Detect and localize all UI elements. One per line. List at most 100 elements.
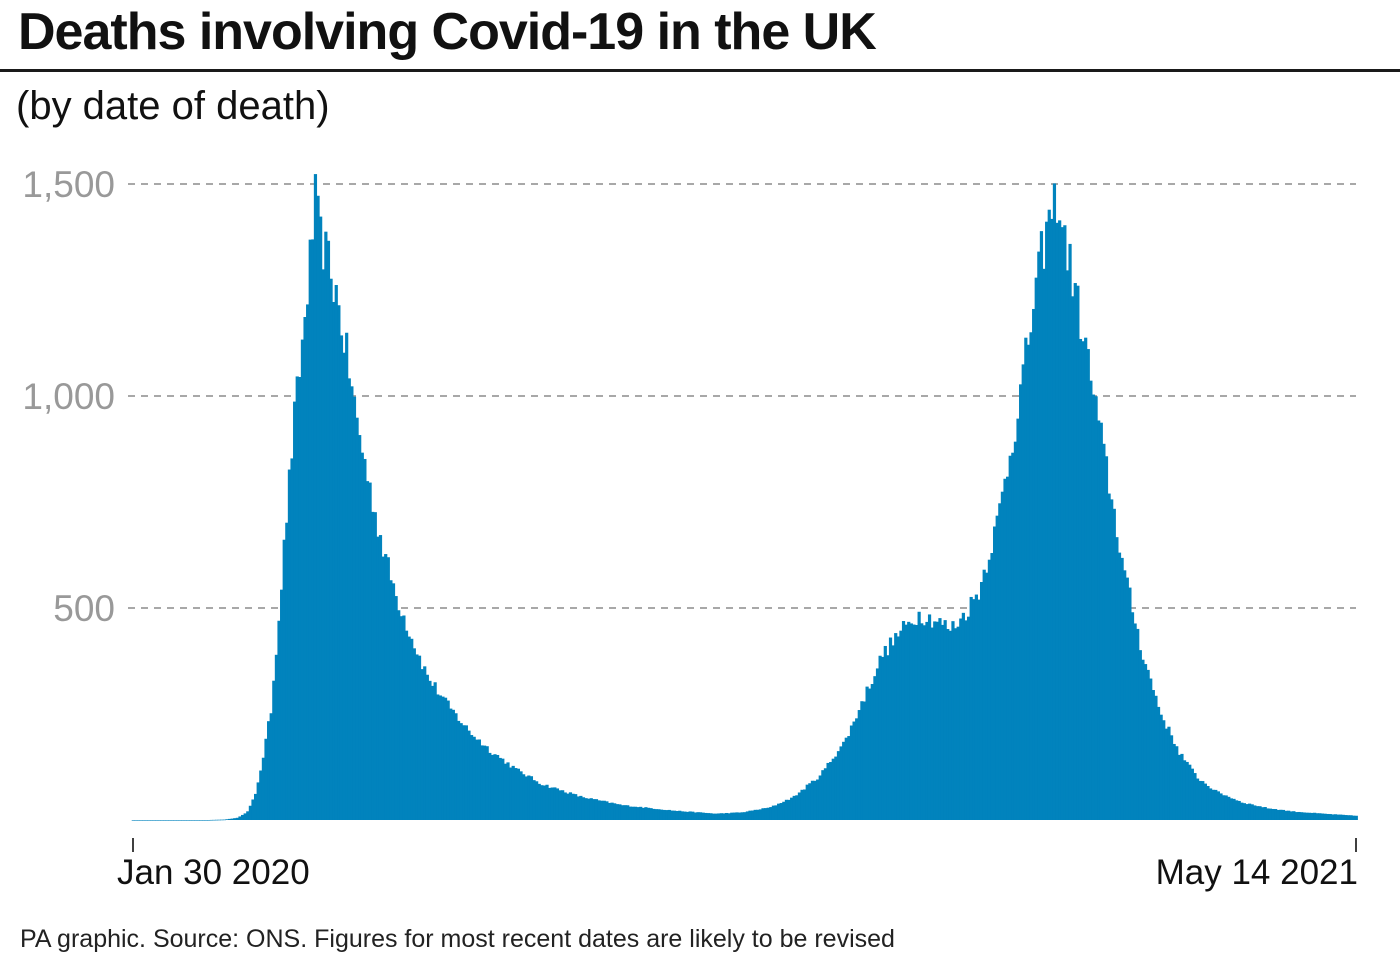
daily-bar [1289, 811, 1293, 820]
daily-bar [732, 812, 736, 820]
daily-bar [831, 758, 835, 820]
daily-bar [381, 556, 385, 820]
daily-bar [787, 799, 791, 820]
daily-bar [717, 813, 721, 820]
daily-bar [350, 386, 354, 820]
daily-bar [201, 820, 206, 821]
daily-bar [1255, 806, 1260, 820]
daily-bar [368, 482, 372, 820]
daily-death-bars [131, 174, 1358, 821]
daily-bar [1302, 812, 1306, 820]
daily-bar [446, 700, 450, 820]
daily-bar [1268, 808, 1273, 820]
daily-bar [423, 666, 427, 820]
daily-bar [982, 569, 986, 820]
daily-bar [800, 789, 804, 820]
daily-bar [691, 811, 695, 820]
daily-bar [972, 599, 976, 820]
daily-bar [376, 536, 380, 820]
daily-bar [1115, 537, 1119, 820]
gridlines [128, 183, 1356, 609]
daily-bar [714, 813, 718, 820]
daily-bar [654, 809, 658, 820]
daily-bar [514, 768, 518, 820]
daily-bar [584, 798, 588, 820]
daily-bar [482, 745, 487, 820]
daily-bar [865, 686, 869, 820]
daily-bar [995, 515, 999, 820]
daily-bar [1294, 812, 1299, 820]
daily-bar [519, 771, 523, 820]
daily-bar [1206, 785, 1210, 820]
daily-bar [818, 775, 822, 820]
daily-bar [332, 301, 336, 821]
daily-bar [217, 819, 221, 821]
daily-bar [293, 401, 297, 820]
daily-bar [316, 195, 320, 820]
daily-bar [225, 819, 229, 820]
daily-bar [969, 596, 973, 820]
daily-bar [1318, 813, 1322, 820]
daily-bar [1089, 380, 1093, 820]
daily-bar [1276, 809, 1280, 820]
daily-bar [282, 539, 286, 820]
daily-bar [178, 820, 182, 821]
daily-bar [1253, 805, 1257, 820]
daily-bar [1242, 803, 1247, 820]
daily-bar [657, 809, 661, 820]
daily-bar [303, 317, 307, 820]
daily-bar [1263, 807, 1267, 820]
daily-bar [324, 231, 328, 821]
chart-title: Deaths involving Covid-19 in the UK [18, 3, 877, 61]
daily-bar [436, 694, 440, 820]
title-divider [0, 69, 1400, 72]
daily-bar [959, 618, 963, 820]
daily-bar [993, 526, 997, 820]
daily-bar [896, 636, 900, 820]
daily-bar [829, 762, 833, 820]
daily-bar [1016, 418, 1020, 820]
daily-bar [404, 630, 409, 820]
daily-bar [1042, 268, 1046, 820]
daily-bar [618, 804, 622, 820]
daily-bar [779, 803, 783, 820]
daily-bar [287, 469, 292, 820]
daily-bar [1182, 760, 1187, 820]
daily-bar [1172, 743, 1176, 820]
daily-bar [821, 770, 825, 820]
daily-bar [1151, 690, 1155, 820]
daily-bar [740, 812, 744, 820]
daily-bar [925, 621, 929, 820]
daily-bar [1128, 587, 1132, 820]
x-tick-label: May 14 2021 [1156, 853, 1358, 892]
daily-bar [306, 304, 310, 820]
daily-bar [667, 809, 671, 820]
daily-bar [1235, 800, 1239, 820]
daily-bar [566, 793, 570, 820]
daily-bar [964, 620, 968, 820]
daily-bar [1287, 810, 1291, 820]
daily-bar [704, 812, 708, 820]
daily-bar [868, 688, 872, 820]
daily-bar [592, 799, 596, 820]
daily-bar [188, 820, 193, 821]
daily-bar [522, 774, 526, 820]
daily-bar [792, 795, 796, 820]
daily-bar [433, 682, 437, 820]
daily-bar [334, 285, 338, 820]
daily-bar [149, 820, 154, 821]
daily-bar [524, 776, 528, 820]
daily-bar [753, 809, 757, 820]
daily-bar [131, 820, 135, 821]
daily-bar [810, 780, 815, 820]
daily-bar [469, 735, 474, 820]
daily-bar [342, 352, 346, 820]
daily-bar [420, 669, 424, 820]
daily-bar [196, 820, 200, 821]
daily-bar [953, 628, 958, 820]
daily-bar [319, 216, 323, 821]
daily-bar [157, 820, 161, 821]
daily-bar [1248, 803, 1252, 820]
daily-bar [222, 819, 226, 821]
daily-bar [571, 793, 575, 820]
